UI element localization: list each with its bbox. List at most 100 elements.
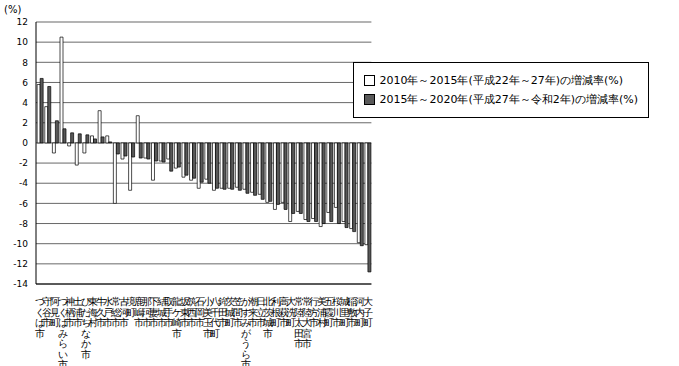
html-text:東: 東 — [88, 296, 99, 307]
html-text:那: 那 — [141, 296, 152, 307]
html-text:戸: 戸 — [103, 306, 114, 318]
html-text:ば: ば — [34, 317, 45, 328]
html-text:結: 結 — [156, 296, 167, 307]
html-text:ち: ち — [80, 317, 91, 328]
html-text:境: 境 — [126, 296, 137, 307]
svg-text:-6: -6 — [19, 199, 28, 209]
html-text:ば: ば — [57, 317, 68, 328]
html-text:河: 河 — [118, 306, 129, 318]
html-text:西: 西 — [187, 306, 198, 318]
svg-text:0: 0 — [22, 138, 28, 148]
html-text:谷: 谷 — [42, 306, 53, 318]
html-text:た: た — [80, 306, 91, 318]
html-text:み: み — [240, 317, 251, 328]
html-text:町: 町 — [225, 317, 236, 328]
html-text:田: 田 — [217, 306, 228, 318]
html-text:す: す — [240, 306, 251, 318]
html-text:八: 八 — [210, 296, 221, 307]
html-text:市: 市 — [95, 317, 106, 328]
svg-text:-2: -2 — [19, 158, 28, 168]
html-text:市: 市 — [156, 317, 167, 328]
html-text:町: 町 — [50, 317, 61, 328]
html-text:市: 市 — [217, 317, 228, 328]
html-text:取: 取 — [164, 296, 175, 307]
html-text:か: か — [240, 296, 251, 307]
html-text:岡: 岡 — [194, 306, 205, 318]
html-text:市: 市 — [80, 348, 91, 360]
html-text:見: 見 — [50, 306, 61, 318]
html-text:水: 水 — [103, 296, 114, 307]
html-text:く: く — [57, 306, 68, 318]
html-text:市: 市 — [133, 317, 144, 328]
html-text:市: 市 — [187, 317, 198, 328]
html-text:い: い — [57, 348, 68, 360]
svg-text:-12: -12 — [13, 259, 28, 269]
html-text:ら: ら — [57, 338, 68, 349]
html-text:市: 市 — [149, 317, 160, 328]
html-text:神: 神 — [65, 296, 76, 307]
html-text:市: 市 — [34, 327, 45, 339]
html-text:市: 市 — [65, 317, 76, 328]
html-text:市: 市 — [118, 317, 129, 328]
html-text:土: 土 — [72, 296, 83, 307]
html-text:坂: 坂 — [179, 296, 190, 307]
html-text:茨: 茨 — [225, 296, 236, 307]
html-text:町: 町 — [210, 327, 221, 339]
html-text:市: 市 — [179, 317, 190, 328]
html-text:な: な — [80, 327, 91, 339]
html-text:海: 海 — [88, 306, 99, 318]
html-text:妻: 妻 — [149, 306, 160, 318]
html-text:市: 市 — [202, 327, 213, 339]
html-text:市: 市 — [164, 317, 175, 328]
html-text:美: 美 — [202, 306, 213, 318]
html-text:小: 小 — [202, 296, 213, 307]
html-text:町: 町 — [126, 306, 137, 318]
svg-text:10: 10 — [17, 37, 29, 47]
svg-text:6: 6 — [22, 78, 28, 88]
html-text:く: く — [34, 306, 45, 318]
svg-text:2: 2 — [22, 118, 28, 128]
html-text:守: 守 — [42, 296, 53, 307]
html-text:代: 代 — [210, 317, 221, 328]
html-text:2010年～2015年(平成22年～27年)の増減率(%): 2010年～2015年(平成22年～27年)の増減率(%) — [379, 74, 623, 87]
html-text:玉: 玉 — [202, 317, 213, 328]
html-text:市: 市 — [141, 317, 152, 328]
html-text:市: 市 — [194, 317, 205, 328]
html-text:浦: 浦 — [72, 306, 83, 318]
html-text:東: 東 — [179, 306, 190, 318]
html-text:村: 村 — [88, 317, 99, 328]
html-text:久: 久 — [95, 306, 106, 318]
html-text:石: 石 — [194, 296, 205, 307]
svg-text:-14: -14 — [13, 279, 28, 289]
html-text:栖: 栖 — [65, 306, 76, 318]
html-text:み: み — [57, 327, 68, 339]
html-text:か: か — [80, 338, 91, 349]
html-text:古: 古 — [118, 296, 129, 307]
html-text:筑: 筑 — [187, 296, 198, 307]
svg-text:-4: -4 — [19, 178, 28, 188]
svg-text:4: 4 — [22, 98, 28, 108]
html-text:嶋: 嶋 — [133, 306, 144, 318]
html-text:ひ: ひ — [80, 296, 91, 307]
svg-text:12: 12 — [17, 17, 28, 27]
html-text:阿: 阿 — [50, 296, 61, 307]
html-text:市: 市 — [42, 317, 53, 328]
html-text:下: 下 — [149, 296, 160, 307]
svg-text:-10: -10 — [13, 239, 28, 249]
html-text:城: 城 — [156, 306, 167, 318]
html-text:城: 城 — [225, 306, 236, 318]
html-text:つ: つ — [57, 296, 68, 307]
html-text:2015年～2020年(平成27年～令和2年)の増減率(%): 2015年～2020年(平成27年～令和2年)の増減率(%) — [379, 93, 638, 106]
svg-text:8: 8 — [22, 58, 28, 68]
html-text:つ: つ — [34, 296, 45, 307]
html-text:市: 市 — [72, 317, 83, 328]
html-text:牛: 牛 — [95, 296, 106, 307]
svg-text:-8: -8 — [19, 219, 28, 229]
html-text:鉾: 鉾 — [217, 296, 228, 307]
svg-text:大子町: 大子町 — [363, 296, 373, 328]
html-text:千: 千 — [210, 306, 221, 318]
html-text:市: 市 — [103, 317, 114, 328]
html-text:手: 手 — [164, 306, 175, 318]
html-text:珂: 珂 — [141, 306, 152, 318]
html-text:鹿: 鹿 — [133, 296, 144, 307]
